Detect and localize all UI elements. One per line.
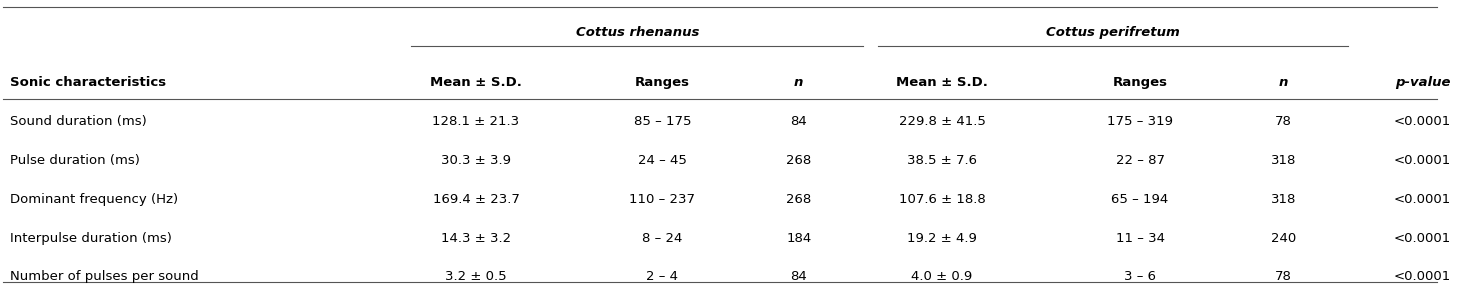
Text: 169.4 ± 23.7: 169.4 ± 23.7: [433, 193, 520, 206]
Text: 110 – 237: 110 – 237: [629, 193, 695, 206]
Text: Dominant frequency (Hz): Dominant frequency (Hz): [10, 193, 178, 206]
Text: 78: 78: [1275, 270, 1292, 283]
Text: 229.8 ± 41.5: 229.8 ± 41.5: [899, 115, 985, 128]
Text: 107.6 ± 18.8: 107.6 ± 18.8: [899, 193, 985, 206]
Text: n: n: [794, 76, 803, 89]
Text: <0.0001: <0.0001: [1394, 270, 1451, 283]
Text: 65 – 194: 65 – 194: [1112, 193, 1169, 206]
Text: 2 – 4: 2 – 4: [647, 270, 679, 283]
Text: <0.0001: <0.0001: [1394, 115, 1451, 128]
Text: p-value: p-value: [1394, 76, 1450, 89]
Text: Pulse duration (ms): Pulse duration (ms): [10, 154, 140, 167]
Text: 8 – 24: 8 – 24: [643, 232, 683, 245]
Text: 84: 84: [790, 270, 807, 283]
Text: Ranges: Ranges: [635, 76, 691, 89]
Text: Cottus rhenanus: Cottus rhenanus: [576, 26, 699, 38]
Text: 22 – 87: 22 – 87: [1116, 154, 1164, 167]
Text: 4.0 ± 0.9: 4.0 ± 0.9: [912, 270, 973, 283]
Text: Cottus perifretum: Cottus perifretum: [1046, 26, 1180, 38]
Text: 11 – 34: 11 – 34: [1116, 232, 1164, 245]
Text: <0.0001: <0.0001: [1394, 193, 1451, 206]
Text: Sound duration (ms): Sound duration (ms): [10, 115, 147, 128]
Text: 14.3 ± 3.2: 14.3 ± 3.2: [441, 232, 511, 245]
Text: 19.2 ± 4.9: 19.2 ± 4.9: [908, 232, 978, 245]
Text: Interpulse duration (ms): Interpulse duration (ms): [10, 232, 172, 245]
Text: 240: 240: [1271, 232, 1297, 245]
Text: 24 – 45: 24 – 45: [638, 154, 686, 167]
Text: <0.0001: <0.0001: [1394, 232, 1451, 245]
Text: 318: 318: [1271, 154, 1297, 167]
Text: <0.0001: <0.0001: [1394, 154, 1451, 167]
Text: 318: 318: [1271, 193, 1297, 206]
Text: n: n: [1279, 76, 1288, 89]
Text: 184: 184: [787, 232, 812, 245]
Text: 3 – 6: 3 – 6: [1123, 270, 1155, 283]
Text: 38.5 ± 7.6: 38.5 ± 7.6: [908, 154, 978, 167]
Text: Mean ± S.D.: Mean ± S.D.: [896, 76, 988, 89]
Text: Mean ± S.D.: Mean ± S.D.: [430, 76, 522, 89]
Text: 84: 84: [790, 115, 807, 128]
Text: Sonic characteristics: Sonic characteristics: [10, 76, 166, 89]
Text: 128.1 ± 21.3: 128.1 ± 21.3: [433, 115, 520, 128]
Text: 268: 268: [787, 154, 812, 167]
Text: 78: 78: [1275, 115, 1292, 128]
Text: 268: 268: [787, 193, 812, 206]
Text: 30.3 ± 3.9: 30.3 ± 3.9: [441, 154, 511, 167]
Text: Ranges: Ranges: [1113, 76, 1167, 89]
Text: 175 – 319: 175 – 319: [1107, 115, 1173, 128]
Text: 85 – 175: 85 – 175: [634, 115, 691, 128]
Text: 3.2 ± 0.5: 3.2 ± 0.5: [446, 270, 507, 283]
Text: Number of pulses per sound: Number of pulses per sound: [10, 270, 198, 283]
